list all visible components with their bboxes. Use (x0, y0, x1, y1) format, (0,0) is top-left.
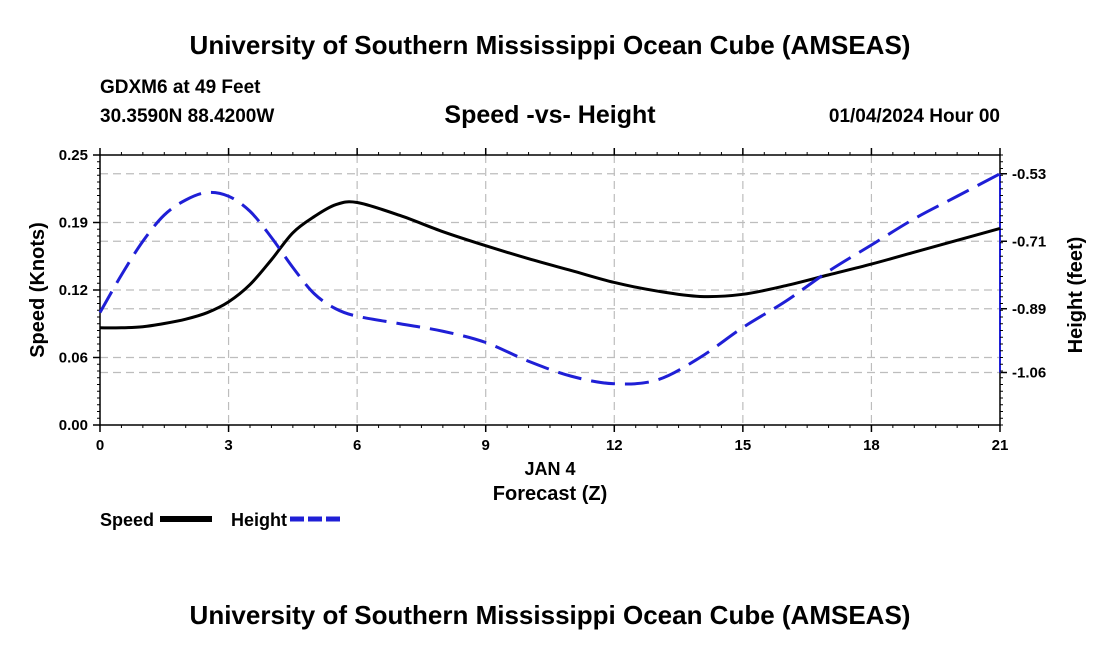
x-tick-label: 3 (224, 437, 232, 454)
legend-speed-swatch (160, 516, 212, 522)
page-title: University of Southern Mississippi Ocean… (189, 30, 911, 60)
legend-speed-label: Speed (100, 510, 155, 530)
y-right-tick-label: -0.53 (1012, 166, 1046, 183)
chart-title: Speed -vs- Height (444, 101, 656, 129)
series-line-height (98, 172, 1001, 386)
series-layer (98, 172, 1001, 386)
y-right-tick-label: -0.89 (1012, 301, 1046, 318)
y-right-tick-label: -1.06 (1012, 365, 1046, 382)
station-label: GDXM6 at 49 Feet (100, 77, 261, 98)
x-tick-label: 15 (735, 437, 752, 454)
x-axis-date-label: JAN 4 (524, 459, 575, 479)
coordinates-label: 30.3590N 88.4200W (100, 106, 275, 127)
legend-height-swatch (290, 516, 344, 522)
legend-height-label: Height (231, 510, 287, 530)
x-tick-label: 21 (992, 437, 1009, 454)
footer-title: University of Southern Mississippi Ocean… (189, 600, 911, 630)
x-tick-label: 18 (863, 437, 880, 454)
grid-layer (100, 155, 1000, 425)
x-tick-label: 6 (353, 437, 361, 454)
x-axis-label: Forecast (Z) (493, 483, 607, 505)
y-axis-right-label: Height (feet) (1065, 237, 1087, 354)
ticks-layer: 0 3 6 9 12 15 18 21 0.00 0.06 0.12 0.19 0.25 -0.53 -0.… (59, 147, 1046, 454)
y-left-tick-label: 0.19 (59, 215, 88, 232)
y-left-tick-label: 0.06 (59, 350, 88, 367)
y-left-tick-label: 0.00 (59, 417, 88, 434)
y-right-tick-label: -0.71 (1012, 233, 1046, 250)
y-left-tick-label: 0.25 (59, 147, 88, 164)
y-left-tick-label: 0.12 (59, 282, 88, 299)
datetime-label: 01/04/2024 Hour 00 (828, 106, 1000, 127)
y-axis-left-label: Speed (Knots) (27, 222, 49, 358)
series-line-speed (99, 200, 1001, 330)
x-tick-label: 9 (482, 437, 490, 454)
x-tick-label: 12 (606, 437, 623, 454)
x-tick-label: 0 (96, 437, 104, 454)
